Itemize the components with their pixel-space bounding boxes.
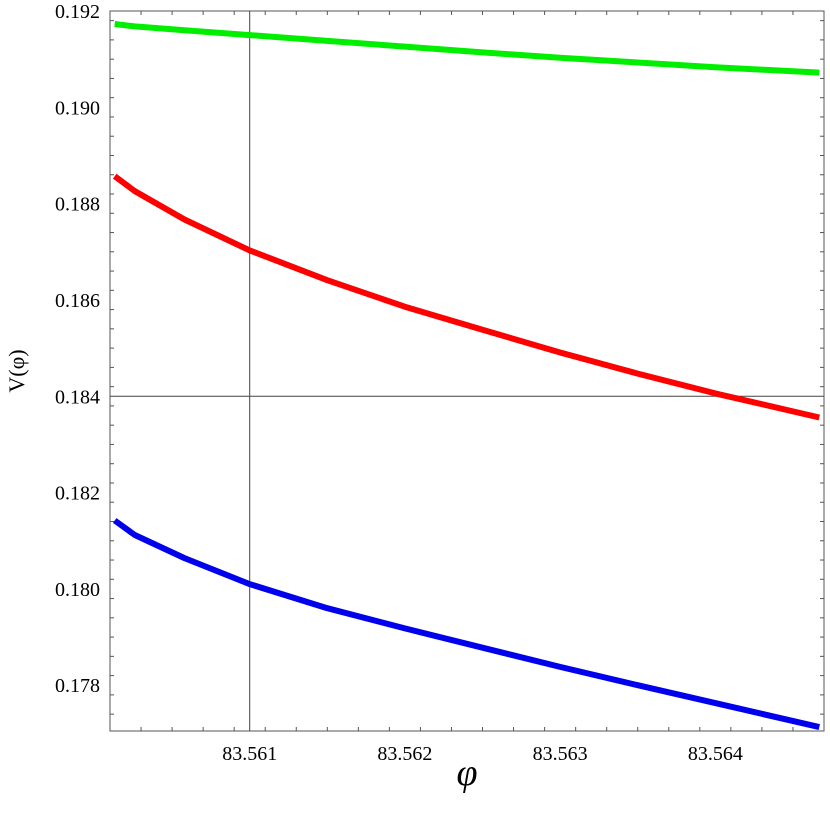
y-axis-title: V(φ) [4, 349, 29, 392]
y-tick-label: 0.182 [55, 483, 100, 505]
x-tick-labels: 83.561 83.562 83.563 83.564 [222, 743, 743, 765]
x-tick-label: 83.564 [688, 743, 743, 765]
y-tick-label: 0.180 [55, 579, 100, 601]
y-tick-label: 0.186 [55, 290, 100, 312]
x-axis-title: φ [456, 752, 477, 794]
minor-ticks [109, 11, 825, 731]
y-tick-label: 0.184 [55, 386, 100, 408]
y-tick-label: 0.178 [55, 675, 100, 697]
plot-frame [109, 10, 825, 732]
y-tick-label: 0.188 [55, 194, 100, 216]
series-line-2 [112, 173, 820, 421]
y-tick-label: 0.190 [55, 97, 100, 119]
y-tick-labels: 0.178 0.180 0.182 0.184 0.186 0.188 0.190 0.192 [55, 1, 100, 697]
series-layer [112, 21, 820, 731]
series-line-1 [114, 21, 820, 76]
x-tick-label: 83.561 [222, 743, 277, 765]
crosshair [110, 11, 824, 731]
y-tick-label: 0.192 [55, 1, 100, 23]
x-tick-label: 83.563 [533, 743, 588, 765]
series-line-3 [112, 518, 820, 731]
x-tick-label: 83.562 [377, 743, 432, 765]
